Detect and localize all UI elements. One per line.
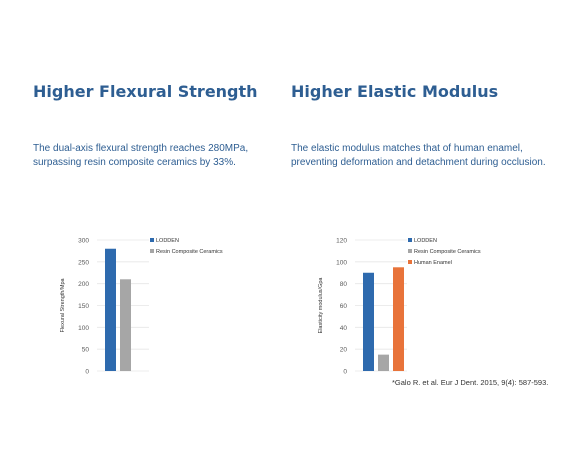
y-tick-label: 200	[78, 281, 89, 288]
y-axis-label: Flexural Strength/Mpa	[60, 278, 66, 333]
description-line: The dual-axis flexural strength reaches …	[33, 143, 249, 154]
y-tick-label: 150	[78, 303, 89, 310]
legend-label: Resin Composite Ceramics	[414, 249, 481, 255]
legend-swatch	[150, 238, 154, 242]
y-tick-label: 20	[340, 347, 348, 354]
description-line: surpassing resin composite ceramics by 3…	[33, 156, 236, 168]
legend-swatch	[408, 260, 412, 264]
y-tick-label: 60	[340, 303, 348, 310]
legend-swatch	[408, 249, 412, 253]
y-axis-label: Elasticity modulus/Gpa	[318, 277, 324, 334]
y-tick-label: 80	[340, 281, 348, 288]
bar-resin-composite-ceramics	[120, 279, 131, 371]
legend-swatch	[150, 249, 154, 253]
y-tick-label: 250	[78, 259, 89, 266]
y-tick-label: 0	[343, 369, 347, 376]
legend-label: LODDEN	[414, 238, 437, 244]
elastic-modulus-heading: Higher Elastic Modulus	[291, 82, 499, 101]
citation: *Galo R. et al. Eur J Dent. 2015, 9(4): …	[392, 378, 549, 387]
bar-resin-composite-ceramics	[378, 354, 389, 371]
flexural-strength-description: The dual-axis flexural strength reaches …	[33, 142, 248, 169]
bar-lodden	[363, 272, 374, 371]
y-tick-label: 40	[340, 325, 348, 332]
elastic-modulus-chart: 0 20 40 60 80 100 120 Elasticity modulus/Gpa LOD…	[318, 238, 481, 376]
description-line: The elastic modulus matches that of huma…	[291, 143, 523, 154]
legend-swatch	[408, 238, 412, 242]
y-tick-label: 300	[78, 238, 89, 245]
y-tick-label: 100	[336, 259, 347, 266]
bar-lodden	[105, 248, 116, 371]
legend-label: Resin Composite Ceramics	[156, 249, 223, 255]
y-tick-label: 100	[78, 325, 89, 332]
elastic-modulus-description: The elastic modulus matches that of huma…	[291, 142, 546, 169]
y-tick-label: 0	[85, 369, 89, 376]
bar-human-enamel	[393, 267, 404, 371]
flexural-strength-heading: Higher Flexural Strength	[33, 82, 258, 101]
flexural-strength-chart: 0 50 100 150 200 250 300 Flexural Strength/Mpa L…	[60, 238, 223, 376]
legend-label: LODDEN	[156, 238, 179, 244]
y-tick-label: 120	[336, 238, 347, 245]
legend-label: Human Enamel	[414, 260, 452, 266]
description-line: preventing deformation and detachment du…	[291, 156, 546, 168]
y-tick-label: 50	[82, 347, 90, 354]
